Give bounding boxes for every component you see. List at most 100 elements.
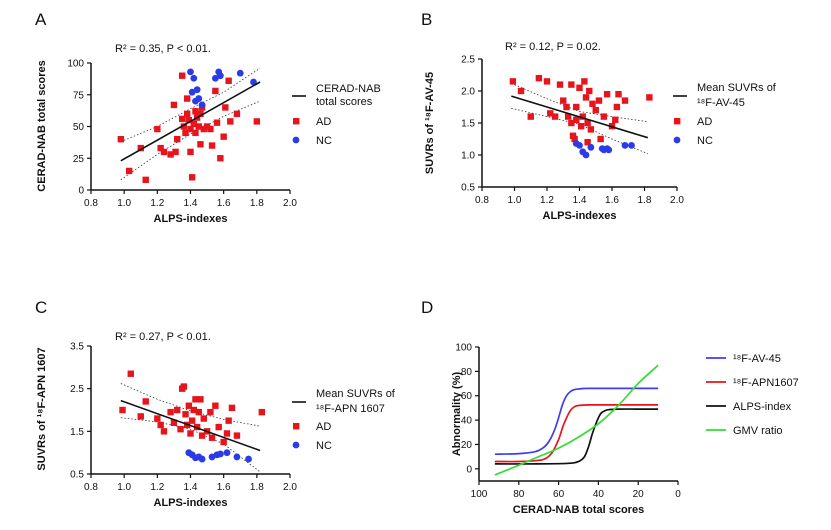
data-point-ad (177, 426, 184, 433)
data-point-nc (576, 142, 583, 149)
data-point-ad (228, 404, 236, 412)
data-point-ad (172, 148, 179, 156)
data-point-ad (160, 428, 168, 435)
y-tick-label: 75 (73, 90, 85, 101)
data-point-ad (160, 148, 168, 156)
data-point-ad (581, 78, 588, 85)
data-point-nc (605, 146, 613, 154)
y-tick-label: 80 (461, 367, 473, 378)
data-point-ad (577, 123, 585, 130)
data-point-nc (195, 95, 203, 102)
ci-upper-line (120, 67, 261, 143)
x-axis-label: ALPS-indexes (154, 213, 228, 225)
data-point-nc (245, 455, 252, 463)
data-point-ad (192, 129, 199, 137)
stat-annotation: R² = 0.12, P = 0.02. (505, 41, 601, 53)
data-point-ad (547, 110, 554, 117)
x-tick-label: 1.6 (605, 195, 619, 206)
y-tick-label: 1.5 (70, 427, 84, 438)
data-point-ad (584, 119, 591, 127)
panel-d: D 100 80 60 40 20 0 0 20 40 60 80 100 CERAD-NAB total… (421, 298, 799, 516)
x-tick-label: 1.0 (117, 198, 131, 209)
data-point-ad (595, 97, 603, 104)
legend-label: GMV ratio (733, 425, 783, 437)
data-point-ad (215, 423, 222, 431)
panel-letter: B (421, 10, 432, 29)
legend-line-label-1: Mean SUVRs of (316, 388, 396, 400)
y-tick-label: 2.5 (461, 55, 475, 66)
x-tick-label: 60 (553, 489, 565, 500)
ci-upper-line (511, 82, 648, 123)
data-point-ad (233, 110, 241, 117)
y-tick-label: 100 (455, 343, 472, 354)
y-tick-label: 1.5 (461, 119, 475, 130)
x-tick-label: 1.6 (217, 198, 231, 209)
data-point-ad (187, 125, 194, 133)
data-point-ad (127, 370, 134, 377)
data-point-ad (568, 81, 575, 88)
data-point-ad (157, 421, 164, 429)
y-tick-label: 3.5 (70, 342, 84, 353)
legend-label: ¹⁸F-APN1607 (733, 377, 799, 389)
legend-nc-label: NC (697, 135, 713, 147)
y-tick-label: 40 (461, 416, 473, 427)
data-point-nc (587, 143, 595, 151)
data-point-nc (236, 69, 244, 77)
data-point-ad (597, 135, 604, 143)
data-point-ad (517, 87, 525, 95)
data-point-ad (612, 116, 619, 123)
x-tick-label: 40 (593, 489, 605, 500)
legend-ad-label: AD (316, 421, 331, 433)
x-tick-label: 2.0 (283, 482, 297, 493)
data-point-ad (167, 151, 174, 158)
data-point-ad (509, 78, 517, 85)
data-point-nc (233, 453, 241, 461)
legend-ad-swatch (293, 118, 300, 125)
data-point-ad (563, 103, 570, 111)
legend-ad-label: AD (697, 116, 712, 128)
data-point-ad (190, 120, 198, 128)
legend-label: ALPS-index (733, 401, 792, 413)
data-point-ad (137, 413, 144, 420)
y-tick-label: 20 (461, 440, 473, 451)
panel-letter: D (421, 298, 433, 317)
data-point-ad (180, 383, 188, 390)
data-point-ad (200, 415, 207, 422)
data-point-ad (187, 148, 194, 156)
data-point-nc (190, 74, 198, 82)
data-point-ad (117, 136, 125, 143)
x-tick-label: 2.0 (283, 198, 297, 209)
data-point-ad (193, 423, 201, 431)
regression-line (511, 95, 649, 139)
data-point-ad (225, 77, 232, 84)
legend-nc-label: NC (316, 440, 332, 452)
data-point-ad (182, 129, 189, 137)
data-point-nc (193, 86, 201, 94)
x-tick-label: 1.8 (250, 482, 264, 493)
data-point-ad (119, 406, 126, 414)
data-point-ad (222, 104, 229, 111)
data-point-ad (174, 406, 181, 414)
x-tick-label: 20 (633, 489, 645, 500)
data-point-ad (551, 113, 559, 120)
data-point-ad (573, 116, 580, 123)
data-point-ad (613, 103, 621, 111)
x-tick-label: 1.4 (184, 482, 198, 493)
data-point-ad (586, 87, 593, 95)
x-tick-label: 80 (513, 489, 525, 500)
data-point-ad (603, 91, 611, 98)
data-point-ad (183, 95, 191, 102)
panel-letter: A (35, 10, 47, 29)
data-point-ad (195, 408, 202, 416)
panel-c: C R² = 0.27, P < 0.01. 0.8 1.0 1.2 1.4 1.6 1.8 2… (35, 298, 396, 509)
data-point-ad (589, 100, 596, 107)
y-tick-label: 0 (78, 186, 84, 197)
data-point-ad (157, 144, 164, 152)
y-tick-label: 1.0 (461, 151, 475, 162)
data-point-ad (225, 417, 232, 424)
data-point-ad (167, 408, 174, 416)
panel-letter: C (35, 298, 47, 317)
data-point-nc (628, 142, 635, 149)
x-axis-label: ALPS-indexes (154, 497, 228, 509)
stat-annotation: R² = 0.35, P < 0.01. (115, 43, 211, 55)
